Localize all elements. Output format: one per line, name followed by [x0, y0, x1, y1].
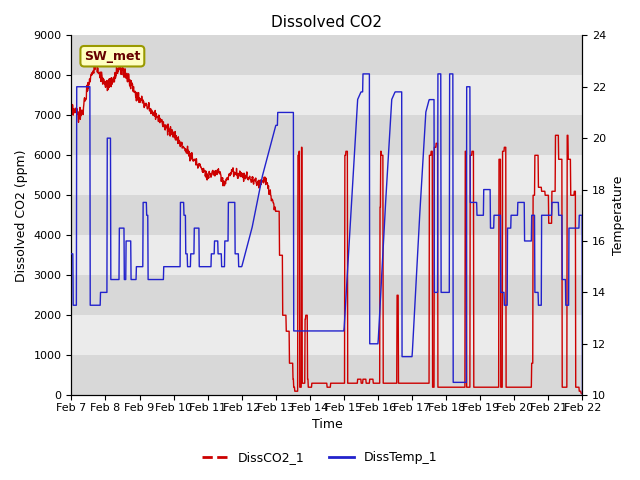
- Bar: [72, 36, 582, 75]
- Bar: [72, 75, 582, 115]
- Title: Dissolved CO2: Dissolved CO2: [271, 15, 383, 30]
- Bar: [72, 156, 582, 195]
- Bar: [72, 315, 582, 355]
- Bar: [72, 235, 582, 275]
- Legend: DissCO2_1, DissTemp_1: DissCO2_1, DissTemp_1: [197, 446, 443, 469]
- Bar: [72, 275, 582, 315]
- Bar: [72, 195, 582, 235]
- Bar: [72, 115, 582, 156]
- Text: SW_met: SW_met: [84, 50, 141, 63]
- Y-axis label: Dissolved CO2 (ppm): Dissolved CO2 (ppm): [15, 149, 28, 281]
- Y-axis label: Temperature: Temperature: [612, 176, 625, 255]
- X-axis label: Time: Time: [312, 419, 342, 432]
- Bar: [72, 355, 582, 395]
